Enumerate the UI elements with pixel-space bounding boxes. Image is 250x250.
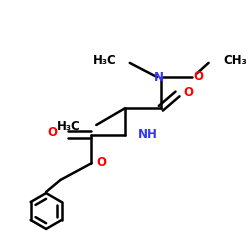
Text: O: O xyxy=(48,126,58,139)
Text: H₃C: H₃C xyxy=(57,120,81,133)
Text: O: O xyxy=(183,86,193,98)
Text: N: N xyxy=(154,71,164,84)
Text: H₃C: H₃C xyxy=(93,54,116,67)
Text: O: O xyxy=(193,70,203,82)
Text: O: O xyxy=(97,156,107,168)
Text: CH₃: CH₃ xyxy=(223,54,247,67)
Text: NH: NH xyxy=(138,128,158,140)
